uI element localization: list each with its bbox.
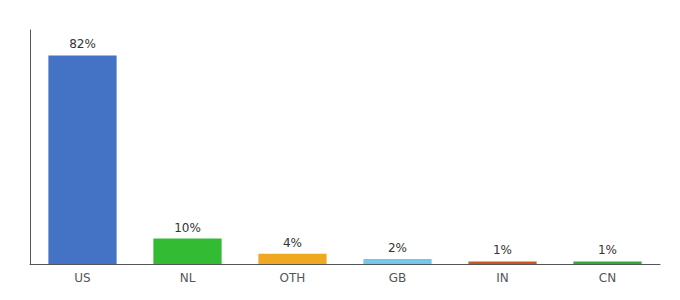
svg-text:NL: NL	[180, 271, 196, 285]
svg-text:CN: CN	[599, 271, 616, 285]
svg-text:4%: 4%	[283, 236, 302, 250]
svg-text:US: US	[74, 271, 90, 285]
svg-text:IN: IN	[496, 271, 509, 285]
svg-text:82%: 82%	[69, 37, 96, 51]
svg-text:2%: 2%	[388, 241, 407, 255]
svg-text:1%: 1%	[598, 243, 617, 257]
svg-text:1%: 1%	[493, 243, 512, 257]
svg-text:OTH: OTH	[280, 271, 306, 285]
svg-text:GB: GB	[389, 271, 407, 285]
svg-text:10%: 10%	[174, 221, 201, 235]
